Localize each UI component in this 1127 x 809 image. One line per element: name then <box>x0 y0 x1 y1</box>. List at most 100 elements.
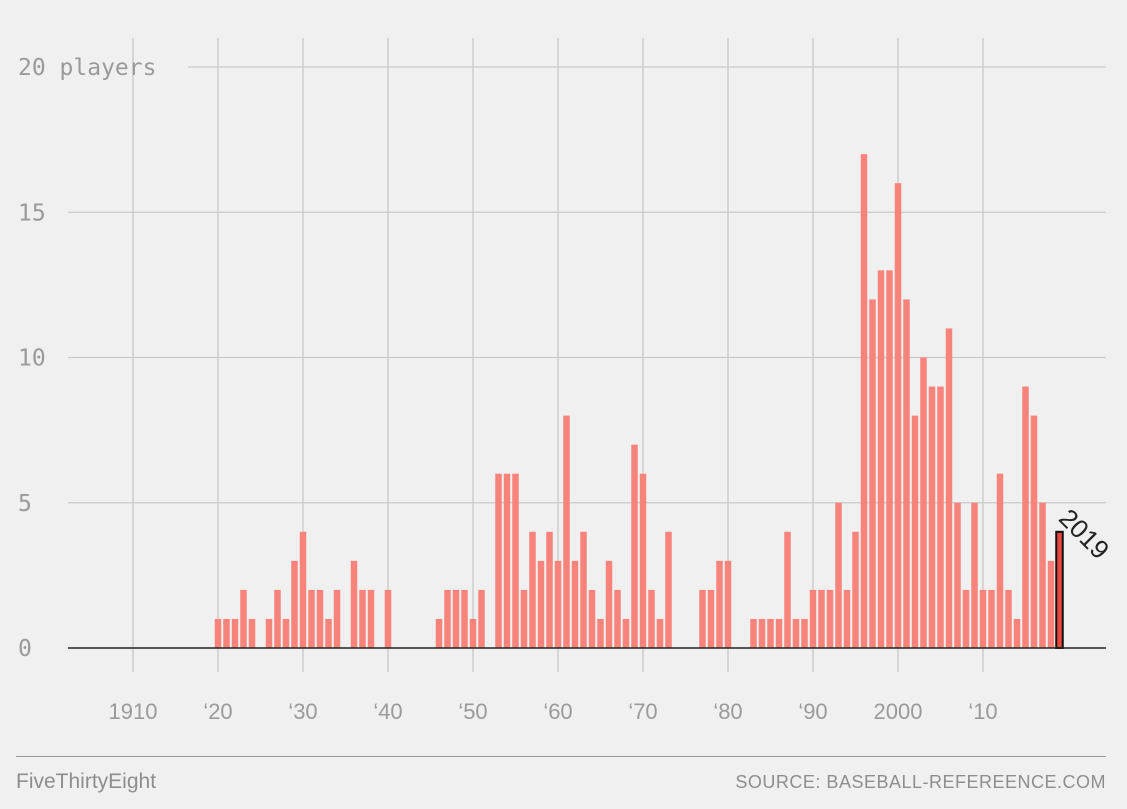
bar <box>1030 415 1038 648</box>
bar <box>214 618 222 648</box>
bar <box>614 589 621 648</box>
bar <box>469 618 477 648</box>
bar <box>801 618 808 648</box>
bar <box>350 560 358 648</box>
bar <box>1022 386 1029 648</box>
bar <box>520 589 528 648</box>
bar <box>478 589 485 648</box>
bar <box>979 589 987 648</box>
bar <box>1013 618 1021 648</box>
chart-svg: 0 5 10 15 20 players 1910 ‘20 ‘30 ‘40 ‘50 ‘60 ‘70 ‘8… <box>18 38 1115 724</box>
bar <box>248 618 256 648</box>
bar <box>971 502 978 648</box>
bar <box>265 618 273 648</box>
bar <box>724 560 732 648</box>
y-tick-label: 15 <box>18 200 46 226</box>
bar <box>656 618 664 648</box>
x-tick-label: 2000 <box>874 699 923 724</box>
x-tick-label: ‘40 <box>373 699 402 724</box>
footer-brand: FiveThirtyEight <box>16 770 157 793</box>
x-tick-label: ‘60 <box>543 699 572 724</box>
bar <box>996 473 1004 648</box>
bar <box>537 560 545 648</box>
bar <box>597 618 604 648</box>
bar <box>503 473 511 648</box>
bar <box>784 531 791 648</box>
bar <box>622 618 630 648</box>
bar <box>767 618 774 648</box>
bar <box>588 589 596 648</box>
bar <box>333 589 341 648</box>
x-tick-label: ‘10 <box>968 699 997 724</box>
y-tick-label: 5 <box>18 491 32 517</box>
bar <box>435 618 443 648</box>
bar <box>937 386 944 648</box>
bar <box>843 589 851 648</box>
bar <box>325 618 332 648</box>
bar <box>792 618 800 648</box>
footer-divider <box>16 756 1106 757</box>
bar <box>869 299 876 648</box>
bar <box>962 589 970 648</box>
footer-source: SOURCE: BASEBALL-REFEREENCE.COM <box>735 772 1106 792</box>
y-tick-label: 20 players <box>18 55 156 81</box>
bar <box>750 618 757 648</box>
bar <box>461 589 468 648</box>
bar <box>299 531 307 648</box>
x-tick-label: ‘50 <box>458 699 487 724</box>
bar <box>852 531 859 648</box>
bar <box>911 415 919 648</box>
x-tick-label: ‘90 <box>798 699 827 724</box>
bar <box>452 589 460 648</box>
bar <box>903 299 910 648</box>
bar <box>367 589 375 648</box>
bar <box>945 328 953 648</box>
bar <box>988 589 995 648</box>
bar <box>886 270 893 648</box>
bar <box>571 560 579 648</box>
bar <box>835 502 842 648</box>
bar <box>1005 589 1012 648</box>
bar <box>316 589 324 648</box>
bar <box>877 270 885 648</box>
bar <box>631 444 638 648</box>
bar <box>605 560 613 648</box>
x-tick-label: ‘70 <box>628 699 657 724</box>
bar <box>920 357 927 648</box>
x-tick-label: 1910 <box>109 699 158 724</box>
bar <box>554 560 562 648</box>
bar <box>359 589 366 648</box>
bar <box>758 618 766 648</box>
bar <box>282 618 290 648</box>
bar <box>240 589 247 648</box>
bar <box>291 560 298 648</box>
bar <box>495 473 502 648</box>
x-tick-label: ‘80 <box>713 699 742 724</box>
bar <box>809 589 817 648</box>
bar <box>826 589 834 648</box>
bar <box>699 589 706 648</box>
y-tick-label: 10 <box>18 346 46 372</box>
bar <box>546 531 553 648</box>
bar <box>1039 502 1046 648</box>
bar <box>894 183 902 648</box>
bar <box>384 589 392 648</box>
bar <box>707 589 715 648</box>
bar <box>818 589 825 648</box>
bar <box>775 618 783 648</box>
bar <box>274 589 281 648</box>
bar <box>308 589 315 648</box>
bar <box>716 560 723 648</box>
bar <box>580 531 587 648</box>
x-tick-label: ‘20 <box>203 699 232 724</box>
bar <box>639 473 647 648</box>
bar <box>665 531 672 648</box>
bar-highlight <box>1055 530 1064 649</box>
bar <box>928 386 936 648</box>
y-tick-label: 0 <box>18 636 32 662</box>
bar <box>860 154 868 648</box>
bar <box>231 618 239 648</box>
x-tick-label: ‘30 <box>288 699 317 724</box>
bar <box>648 589 655 648</box>
